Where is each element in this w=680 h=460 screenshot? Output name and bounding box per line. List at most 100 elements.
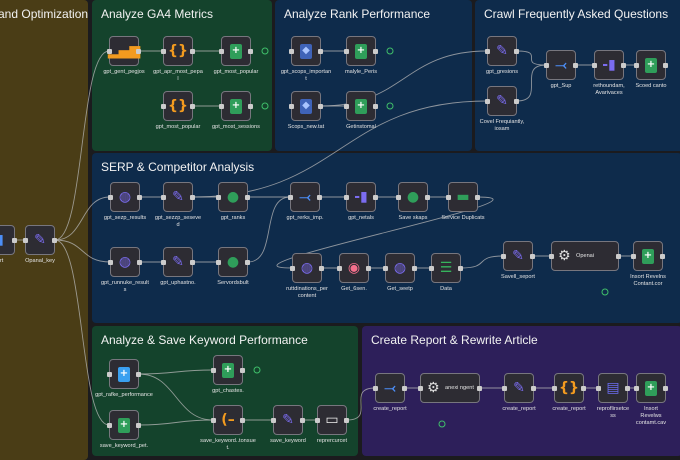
node-covel-frequiantly-iosam[interactable]: ✎ xyxy=(485,86,519,116)
connection-port[interactable] xyxy=(418,386,423,391)
node-opanal-key[interactable]: ✎ xyxy=(23,225,57,255)
node-scoed-canto[interactable]: + xyxy=(634,50,668,80)
node-gpt-rafke-performance[interactable]: + xyxy=(107,359,141,389)
connection-wire[interactable] xyxy=(54,196,111,241)
connection-port[interactable] xyxy=(634,386,639,391)
connection-port[interactable] xyxy=(663,63,668,68)
connection-port[interactable] xyxy=(289,104,294,109)
group-analyze-ga4-metrics[interactable]: Analyze GA4 Metrics xyxy=(92,0,272,151)
connection-port[interactable] xyxy=(373,195,378,200)
connection-port[interactable] xyxy=(319,266,324,271)
connection-port[interactable] xyxy=(136,49,141,54)
node-gpt-most-sessions[interactable]: + xyxy=(219,91,253,121)
connection-port[interactable] xyxy=(161,104,166,109)
connection-port[interactable] xyxy=(190,195,195,200)
end-connector-icon[interactable] xyxy=(253,366,261,374)
connection-port[interactable] xyxy=(383,266,388,271)
connection-port[interactable] xyxy=(107,423,112,428)
connection-port[interactable] xyxy=(366,266,371,271)
connection-port[interactable] xyxy=(429,266,434,271)
node-getinstomal[interactable]: + xyxy=(344,91,378,121)
connection-port[interactable] xyxy=(485,49,490,54)
node-create-report[interactable]: ✎ xyxy=(502,373,536,403)
connection-port[interactable] xyxy=(245,195,250,200)
node-save-keyword[interactable]: ✎ xyxy=(271,405,305,435)
connection-port[interactable] xyxy=(161,195,166,200)
connection-port[interactable] xyxy=(475,195,480,200)
connection-port[interactable] xyxy=(107,372,112,377)
connection-port[interactable] xyxy=(248,49,253,54)
connection-wire[interactable] xyxy=(516,50,547,66)
connection-port[interactable] xyxy=(544,63,549,68)
connection-port[interactable] xyxy=(240,368,245,373)
node-gpt-ranks[interactable]: ● xyxy=(216,182,250,212)
connection-port[interactable] xyxy=(137,260,142,265)
connection-port[interactable] xyxy=(631,254,636,259)
node-gpt-chastes-[interactable]: + xyxy=(211,355,245,385)
connection-port[interactable] xyxy=(573,63,578,68)
connection-port[interactable] xyxy=(581,386,586,391)
connection-port[interactable] xyxy=(211,418,216,423)
connection-port[interactable] xyxy=(219,104,224,109)
connection-port[interactable] xyxy=(485,99,490,104)
connection-wire[interactable] xyxy=(460,255,504,269)
connection-port[interactable] xyxy=(663,386,668,391)
connection-port[interactable] xyxy=(216,195,221,200)
connection-port[interactable] xyxy=(161,49,166,54)
connection-port[interactable] xyxy=(660,254,665,259)
connection-port[interactable] xyxy=(190,260,195,265)
sub-connector-icon[interactable] xyxy=(438,420,446,428)
connection-wire[interactable] xyxy=(138,373,214,421)
node-gpt-sezp-results[interactable]: ◍ xyxy=(108,182,142,212)
node-gpt-netals[interactable]: -▮ xyxy=(344,182,378,212)
node-insort-revelns-contant-cor[interactable]: + xyxy=(631,241,665,271)
connection-port[interactable] xyxy=(288,195,293,200)
connection-wire[interactable] xyxy=(138,419,214,426)
node-get-6sen-[interactable]: ◉ xyxy=(337,253,371,283)
connection-port[interactable] xyxy=(621,63,626,68)
node-reprercurcet[interactable]: ▭ xyxy=(315,405,349,435)
connection-port[interactable] xyxy=(446,195,451,200)
node-gpt-runnuke-results[interactable]: ◍ xyxy=(108,247,142,277)
connection-port[interactable] xyxy=(344,104,349,109)
node-gpt-most-popular[interactable]: + xyxy=(219,36,253,66)
group-analyze-rank-performance[interactable]: Analyze Rank Performance xyxy=(275,0,472,151)
connection-port[interactable] xyxy=(337,266,342,271)
node-savell-seport[interactable]: ✎ xyxy=(501,241,535,271)
connection-port[interactable] xyxy=(412,266,417,271)
node-create-report[interactable]: {} xyxy=(552,373,586,403)
connection-wire[interactable] xyxy=(54,239,111,263)
connection-wire[interactable] xyxy=(516,64,547,102)
connection-port[interactable] xyxy=(373,104,378,109)
connection-port[interactable] xyxy=(318,49,323,54)
connection-port[interactable] xyxy=(271,418,276,423)
connection-port[interactable] xyxy=(190,49,195,54)
connection-port[interactable] xyxy=(245,260,250,265)
connection-port[interactable] xyxy=(315,418,320,423)
connection-port[interactable] xyxy=(531,386,536,391)
connection-port[interactable] xyxy=(530,254,535,259)
connection-port[interactable] xyxy=(108,260,113,265)
connection-port[interactable] xyxy=(317,195,322,200)
node-gpt-gent-pegjos[interactable]: ▂▄▆ xyxy=(107,36,141,66)
connection-port[interactable] xyxy=(108,195,113,200)
node-gpt-most-popular[interactable]: {} xyxy=(161,91,195,121)
connection-port[interactable] xyxy=(552,386,557,391)
connection-port[interactable] xyxy=(373,386,378,391)
connection-wire[interactable] xyxy=(138,369,214,375)
connection-port[interactable] xyxy=(344,49,349,54)
connection-port[interactable] xyxy=(216,260,221,265)
connection-port[interactable] xyxy=(402,386,407,391)
end-connector-icon[interactable] xyxy=(261,47,269,55)
connection-wire[interactable] xyxy=(276,196,494,269)
connection-port[interactable] xyxy=(514,99,519,104)
connection-port[interactable] xyxy=(396,195,401,200)
connection-port[interactable] xyxy=(248,104,253,109)
connection-port[interactable] xyxy=(136,423,141,428)
connection-port[interactable] xyxy=(592,63,597,68)
node-anexi-ngent[interactable]: ⚙ anexi ngent xyxy=(418,373,482,403)
connection-port[interactable] xyxy=(625,386,630,391)
connection-wire[interactable] xyxy=(54,239,110,426)
node-rethoundam-avarivaces[interactable]: -▮ xyxy=(592,50,626,80)
connection-port[interactable] xyxy=(107,49,112,54)
